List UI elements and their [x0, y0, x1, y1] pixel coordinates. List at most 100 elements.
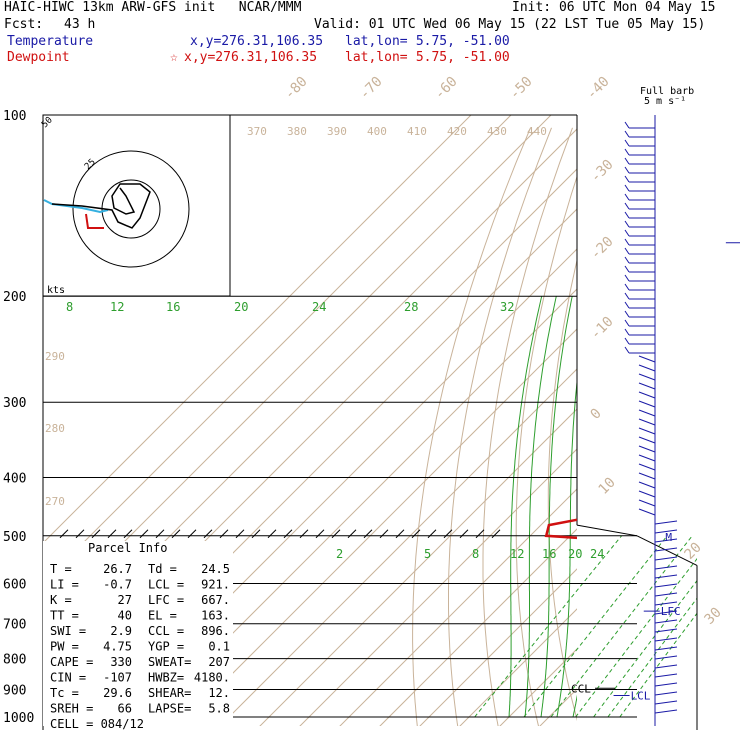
- dry-adiabat: [694, 128, 740, 730]
- isotherm-label-top: -60: [432, 74, 461, 103]
- hatch-mark: [267, 529, 277, 539]
- wind-barb: [638, 400, 656, 408]
- hatch-mark: [171, 529, 181, 539]
- wind-barb-flag: [624, 139, 630, 147]
- wind-barb: [654, 673, 678, 678]
- parcel-row-value: 896.: [201, 624, 230, 638]
- parcel-row-label: CAPE =: [50, 655, 93, 669]
- isotherm-line: [419, 568, 577, 726]
- isotherm-line: [179, 328, 577, 726]
- parcel-row-value: 2.9: [110, 624, 132, 638]
- wind-barb-flag: [624, 265, 630, 273]
- moist-adiabat: [572, 694, 577, 718]
- isotherm-label-right: 10: [596, 475, 619, 498]
- hatch-mark: [251, 529, 261, 539]
- wind-barb: [654, 538, 678, 543]
- wind-barb: [638, 382, 656, 390]
- parcel-row-value: 27: [118, 593, 132, 607]
- moist-adiabat-label: 16: [166, 300, 180, 314]
- temperature-legend: Temperature: [7, 34, 94, 49]
- mixing-ratio-label: 12: [510, 547, 524, 561]
- isotherm-line: [539, 688, 577, 726]
- parcel-row-label: EL =: [148, 609, 177, 623]
- wind-barb: [638, 490, 656, 498]
- parcel-info-title: Parcel Info: [88, 541, 167, 555]
- parcel-row-value: 12.: [208, 686, 230, 700]
- mixing-ratio-line: [474, 535, 622, 718]
- dewpoint-latlon: 5.75, -51.00: [408, 50, 510, 65]
- valid-time: Valid: 01 UTC Wed 06 May 15 (22 LST Tue …: [314, 17, 706, 32]
- parcel-row-label: SWEAT=: [148, 655, 191, 669]
- hatch-mark: [347, 529, 357, 539]
- isotherm-line: [139, 288, 577, 726]
- forecast-label: Fcst:: [4, 17, 44, 32]
- pressure-tick-label: 800: [3, 653, 26, 668]
- parcel-row-label: SWI =: [50, 624, 86, 638]
- dewpoint-legend: Dewpoint: [7, 50, 70, 65]
- isotherm-line: [696, 87, 740, 729]
- hodograph-trace-mid: [51, 183, 151, 229]
- wind-barb-flag: [624, 346, 630, 354]
- hatch-mark: [427, 529, 437, 539]
- parcel-row-value: 667.: [201, 593, 230, 607]
- theta-label: 440: [527, 125, 547, 138]
- hatch-mark: [59, 529, 69, 539]
- mixing-ratio-label: 5: [424, 547, 431, 561]
- parcel-row-label: LCL =: [148, 578, 184, 592]
- dry-adiabat: [448, 127, 552, 726]
- isotherm-line: [499, 648, 577, 726]
- dry-adiabat: [666, 128, 740, 730]
- wind-barb-flag: [624, 193, 630, 201]
- hatch-mark: [411, 529, 421, 539]
- wind-barb: [638, 355, 656, 363]
- dry-adiabat: [720, 128, 740, 730]
- theta-label: 430: [487, 125, 507, 138]
- wind-barb: [638, 481, 656, 489]
- wind-barb: [654, 646, 678, 651]
- temperature-xy: x,y=276.31,106.35: [190, 34, 324, 49]
- theta-label: 270: [45, 495, 65, 508]
- isotherm-label-top: -50: [507, 74, 536, 103]
- wind-barb: [654, 529, 678, 534]
- wind-barb: [638, 454, 656, 462]
- parcel-row-value: 29.6: [103, 686, 132, 700]
- wind-barb: [654, 547, 678, 552]
- moist-adiabat: [540, 296, 573, 718]
- wind-barb: [654, 700, 678, 705]
- wind-barb: [638, 418, 656, 426]
- wind-barb-flag: [624, 283, 630, 291]
- lcl-label: LCL: [631, 689, 651, 702]
- temperature-latlon: 5.75, -51.00: [408, 34, 510, 49]
- parcel-row-label: K =: [50, 593, 72, 607]
- parcel-row-value: 5.8: [208, 702, 230, 716]
- init-time: Init: 06 UTC Mon 04 May 15: [512, 0, 716, 15]
- dewpoint-star-icon: ☆: [170, 50, 178, 65]
- parcel-row-label: TT =: [50, 609, 79, 623]
- wind-barb-flag: [624, 310, 630, 318]
- hatch-mark: [363, 529, 373, 539]
- isotherm-label-right: -30: [588, 157, 617, 186]
- isotherm-label-right: -20: [588, 234, 617, 263]
- pressure-tick-label: 600: [3, 577, 26, 592]
- hatch-mark: [91, 529, 101, 539]
- parcel-row-label: LI =: [50, 578, 79, 592]
- theta-label: 390: [327, 125, 347, 138]
- isotherm-label-top: -40: [584, 74, 613, 103]
- wind-barb: [654, 664, 678, 669]
- isotherm-label-right: 30: [702, 605, 725, 628]
- wind-barb: [638, 436, 656, 444]
- wind-barb-flag: [624, 247, 630, 255]
- wind-barb-flag: [624, 175, 630, 183]
- theta-label: 370: [247, 125, 267, 138]
- mixing-ratio-line: [523, 535, 668, 718]
- dry-adiabat: [482, 127, 573, 726]
- moist-adiabat: [621, 296, 680, 717]
- parcel-row-label: CELL = 084/12: [50, 717, 144, 731]
- parcel-row-label: Td =: [148, 562, 177, 576]
- parcel-row-value: 66: [118, 702, 132, 716]
- hatch-mark: [75, 529, 85, 539]
- wind-barb: [654, 619, 678, 624]
- wind-barb-flag: [624, 130, 630, 138]
- theta-label: 400: [367, 125, 387, 138]
- dry-adiabat: [579, 128, 635, 730]
